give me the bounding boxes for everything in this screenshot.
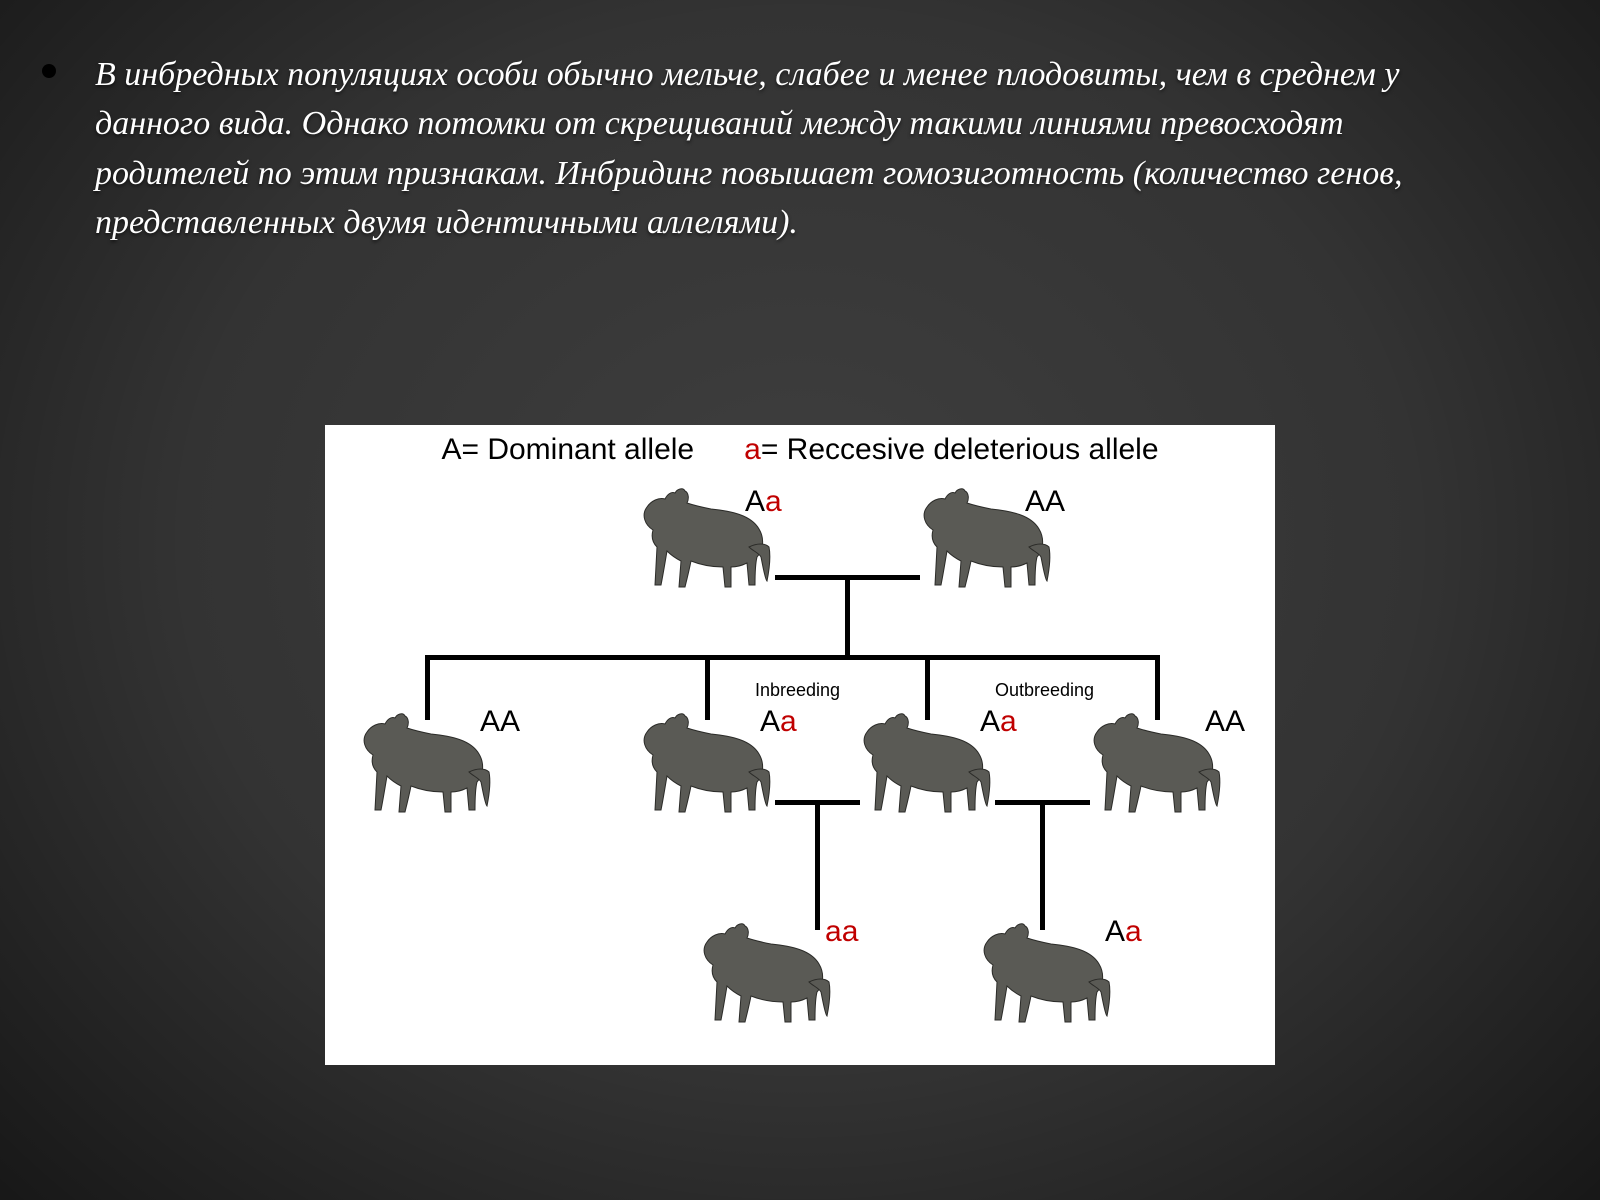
legend-recessive-symbol: a — [744, 433, 761, 466]
legend-dominant-text: = Dominant allele — [461, 433, 694, 466]
pedigree-line — [815, 800, 820, 930]
horse-icon — [695, 920, 835, 1035]
slide-paragraph: В инбредных популяциях особи обычно мель… — [95, 50, 1495, 247]
label-outbreeding: Outbreeding — [995, 680, 1094, 701]
genotype-label: AA — [480, 705, 520, 739]
genotype-label: Aa — [980, 705, 1017, 739]
pedigree-line — [845, 575, 850, 660]
horse-icon — [975, 920, 1115, 1035]
genotype-label: Aa — [1105, 915, 1142, 949]
slide-accent-dot — [42, 64, 56, 78]
genotype-label: Aa — [760, 705, 797, 739]
horse-icon — [855, 710, 995, 825]
label-inbreeding: Inbreeding — [755, 680, 840, 701]
legend-recessive-text: = Reccesive deleterious allele — [761, 433, 1159, 466]
horse-icon — [1085, 710, 1225, 825]
horse-icon — [635, 710, 775, 825]
genotype-label: aa — [825, 915, 858, 949]
pedigree-line — [425, 655, 1160, 660]
diagram-legend: A= Dominant allele a= Reccesive deleteri… — [325, 433, 1275, 467]
genotype-label: AA — [1025, 485, 1065, 519]
inbreeding-diagram: A= Dominant allele a= Reccesive deleteri… — [325, 425, 1275, 1065]
horse-icon — [355, 710, 495, 825]
legend-dominant-symbol: A — [441, 433, 461, 466]
genotype-label: AA — [1205, 705, 1245, 739]
pedigree-line — [1040, 800, 1045, 930]
genotype-label: Aa — [745, 485, 782, 519]
